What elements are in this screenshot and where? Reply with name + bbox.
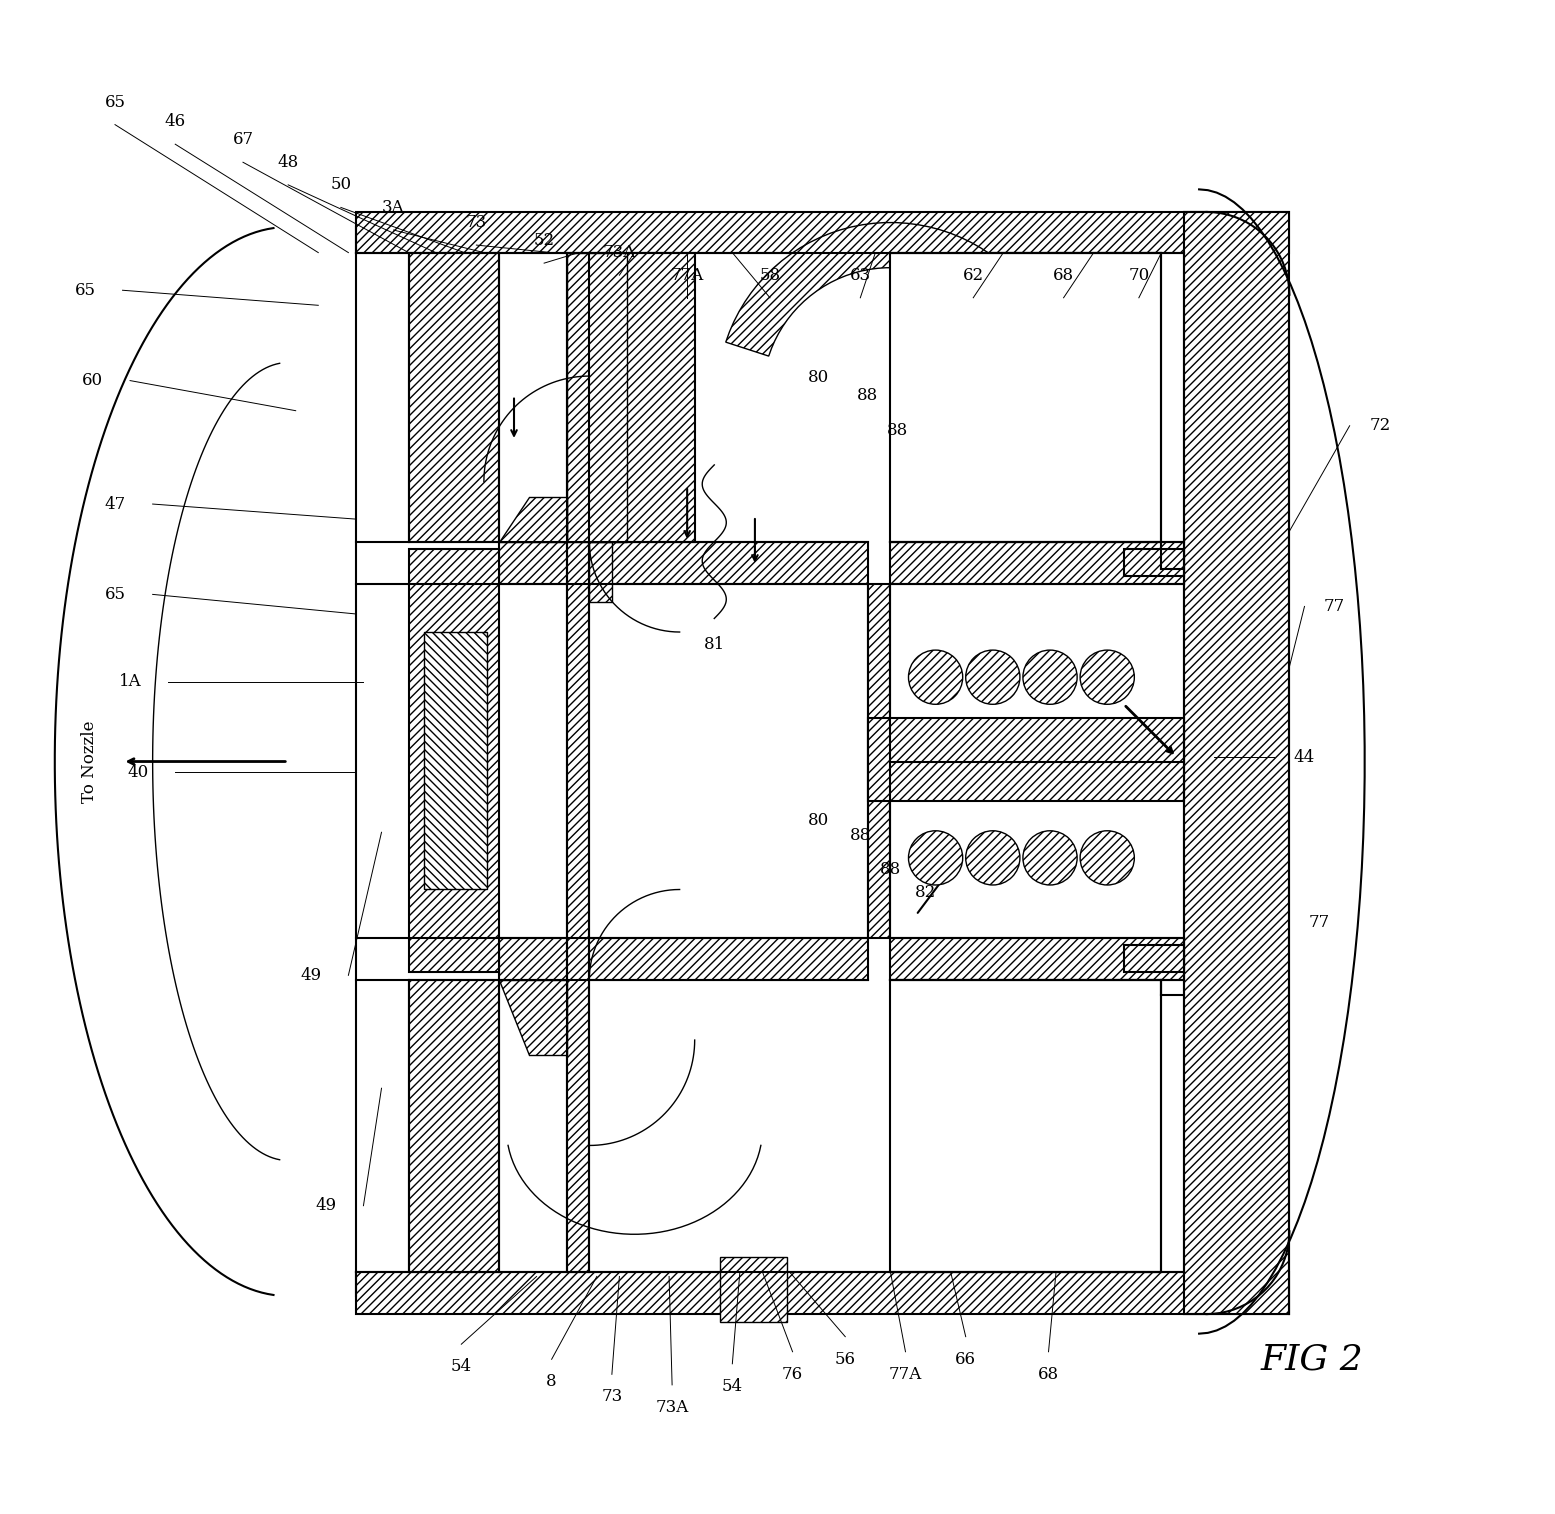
Circle shape [1081,650,1134,704]
Bar [589,253,695,542]
Text: 70: 70 [1129,266,1149,283]
Text: 65: 65 [104,94,126,111]
Bar [589,542,611,603]
Text: FIG 2: FIG 2 [1261,1343,1364,1376]
Text: 49: 49 [300,967,322,984]
Bar [499,937,868,980]
Bar [891,542,1183,584]
Bar [409,550,499,972]
Text: 82: 82 [914,884,936,901]
Text: 54: 54 [451,1358,471,1375]
Polygon shape [726,223,1056,356]
Bar [1124,550,1183,577]
Text: 73A: 73A [656,1399,689,1416]
Text: 76: 76 [782,1366,802,1382]
Circle shape [1023,650,1078,704]
Text: 47: 47 [104,495,126,513]
Bar [423,631,487,890]
Circle shape [908,650,963,704]
Text: 58: 58 [759,266,781,283]
Text: 3A: 3A [383,198,404,217]
Text: 60: 60 [82,372,103,389]
Bar [868,584,891,937]
Text: 1A: 1A [118,674,142,690]
Bar [891,980,1162,1272]
Text: 77A: 77A [670,266,704,283]
Polygon shape [499,497,566,542]
Bar [499,542,868,584]
Bar [566,253,627,542]
Text: 52: 52 [533,232,555,250]
Text: 68: 68 [1053,266,1075,283]
Bar [720,1257,787,1322]
Bar [891,253,1162,542]
Text: 77: 77 [1309,914,1330,931]
Text: 65: 65 [104,586,126,603]
Circle shape [966,650,1020,704]
Text: 44: 44 [1294,748,1316,766]
Text: 62: 62 [963,266,984,283]
Text: 54: 54 [722,1378,743,1394]
Text: 72: 72 [1368,418,1390,435]
Bar [356,1272,1289,1314]
Text: 46: 46 [165,114,185,130]
Text: 68: 68 [1037,1366,1059,1382]
Text: 49: 49 [316,1198,336,1214]
Text: 77: 77 [1323,598,1345,615]
Text: 77A: 77A [889,1366,922,1382]
Bar [868,718,1183,801]
Text: 73A: 73A [603,244,636,260]
Bar [356,212,1289,253]
Text: 88: 88 [857,388,879,404]
Bar [566,253,589,1272]
Text: 66: 66 [955,1350,977,1367]
Text: 81: 81 [703,636,725,653]
Circle shape [908,831,963,886]
Circle shape [1081,831,1134,886]
Text: 80: 80 [807,812,829,828]
Text: 65: 65 [75,282,95,298]
Bar [1124,945,1183,972]
Text: 73: 73 [466,213,487,232]
Text: 73: 73 [602,1388,622,1405]
Text: 88: 88 [849,827,871,843]
Text: 56: 56 [835,1350,855,1367]
Bar [1183,212,1289,1314]
Text: 63: 63 [849,266,871,283]
Text: To Nozzle: To Nozzle [81,721,98,802]
Bar [409,253,499,542]
Polygon shape [499,980,566,1055]
Circle shape [1023,831,1078,886]
Text: 8: 8 [546,1373,557,1390]
Bar [891,937,1183,980]
Bar [409,980,499,1272]
Text: 80: 80 [807,369,829,386]
Circle shape [966,831,1020,886]
Text: 88: 88 [880,861,900,878]
Text: 50: 50 [330,176,351,194]
Text: 67: 67 [232,132,253,148]
Text: 88: 88 [888,422,908,439]
Text: 40: 40 [128,763,148,781]
Text: 48: 48 [277,154,299,171]
